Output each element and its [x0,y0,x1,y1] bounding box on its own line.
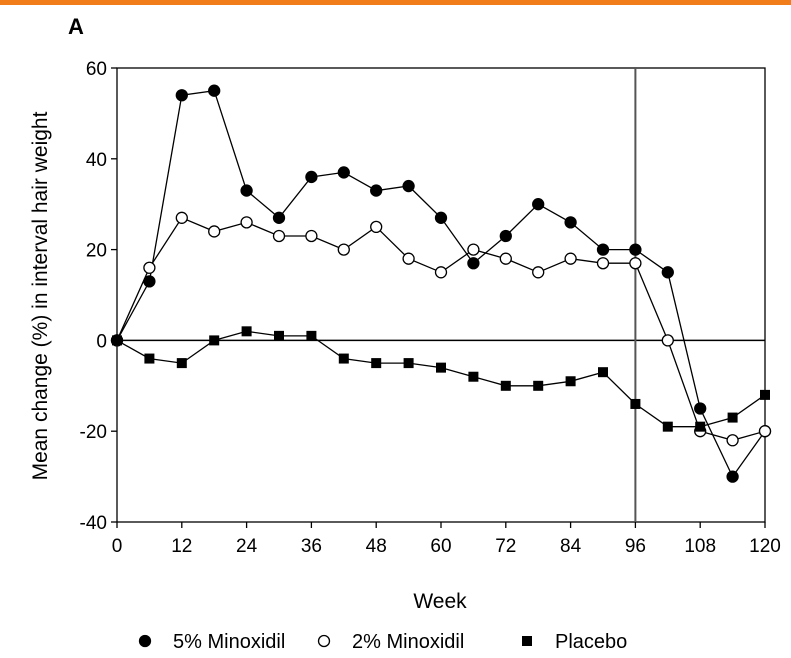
data-point [694,402,707,415]
panel-label: A [68,14,84,39]
plot-border [116,67,766,523]
data-point [338,353,349,364]
data-point [565,376,576,387]
x-tick-label: 108 [684,536,716,557]
legend-label: Placebo [555,631,627,653]
data-point [274,330,284,341]
data-point [661,266,674,279]
data-point [695,421,706,432]
data-point [176,358,187,369]
x-tick-label: 72 [495,536,516,557]
y-tick-label: -20 [80,422,107,443]
data-point [533,380,544,391]
data-point [598,367,608,378]
data-point [143,261,156,274]
x-tick-label: 120 [749,536,781,557]
x-tick-label: 96 [625,536,646,557]
y-tick-label: 40 [86,150,107,171]
data-point [727,412,738,423]
x-axis: 0 12 24 36 48 60 72 84 96 108 120 [112,522,781,557]
legend: 5% Minoxidil 2% Minoxidil Placebo [138,631,627,653]
plot-frame [116,67,766,523]
data-point [434,266,448,279]
y-tick-label: -40 [80,513,107,534]
y-tick-label: 60 [86,59,107,80]
data-point [272,211,286,224]
data-point [272,229,286,243]
data-point [662,421,673,432]
data-point [370,220,383,234]
data-point [564,216,577,229]
x-tick-label: 48 [366,536,387,557]
data-point [371,358,382,369]
data-point [467,243,480,256]
x-tick-label: 0 [112,536,123,557]
y-axis-title: Mean change (%) in interval hair weight [29,111,52,480]
data-point [144,353,155,364]
legend-marker [522,636,532,646]
data-point [596,257,610,270]
data-point [630,398,641,409]
data-point [564,252,577,265]
series-line [116,216,766,441]
data-point [208,84,221,97]
data-point [629,243,642,256]
data-point [434,211,448,224]
data-point [209,335,220,346]
data-point [500,380,511,391]
top-accent-rule [0,0,791,5]
x-tick-label: 12 [171,536,192,557]
data-point [760,389,770,400]
series-layer [110,84,772,483]
legend-marker [317,634,331,648]
data-point [337,166,350,179]
data-point [370,184,383,197]
data-point [305,170,318,184]
data-point [306,330,317,341]
series-2 [112,326,770,432]
data-point [499,229,512,243]
data-point [596,243,610,256]
y-tick-label: 20 [86,241,107,262]
y-tick-label: 0 [96,331,107,352]
data-point [532,266,545,279]
data-point [175,89,188,102]
data-point [403,358,414,369]
data-point [240,184,253,197]
data-point [175,211,188,224]
x-axis-title: Week [413,590,467,613]
x-tick-label: 60 [430,536,451,557]
x-tick-label: 36 [301,536,322,557]
data-point [241,326,252,337]
x-tick-label: 84 [560,536,582,557]
x-tick-label: 24 [236,536,258,557]
y-axis: -40 -20 0 20 40 60 [80,59,117,534]
data-point [467,257,480,270]
data-point [208,225,221,238]
data-point [305,229,318,243]
data-point [240,216,253,229]
legend-label: 5% Minoxidil [173,631,285,653]
data-point [629,257,642,270]
data-point [532,198,545,211]
series-1 [110,211,772,447]
legend-label: 2% Minoxidil [352,631,464,653]
data-point [661,334,674,347]
data-point [402,252,415,265]
series-line [116,89,766,478]
data-point [112,335,122,346]
data-point [436,362,446,373]
data-point [499,252,512,265]
data-point [402,179,415,193]
data-point [726,470,739,483]
data-point [758,425,772,438]
reference-lines [117,68,765,522]
legend-marker [138,634,152,648]
data-point [337,243,350,256]
data-point [468,371,479,382]
data-point [726,434,739,447]
